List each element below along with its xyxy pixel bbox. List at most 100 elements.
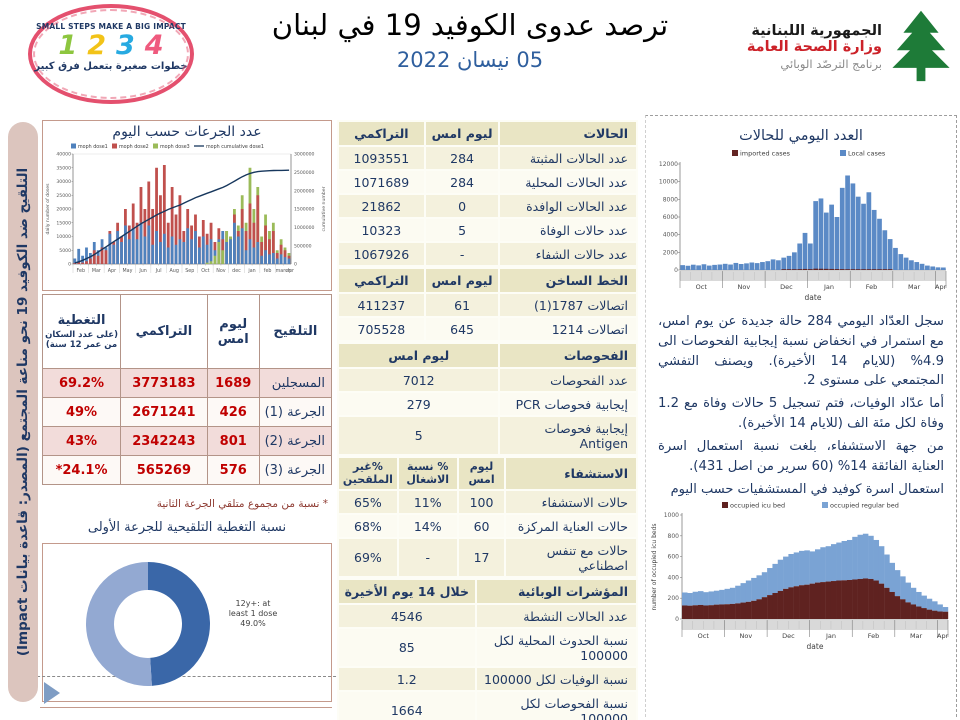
- row-value: 1067926: [337, 241, 426, 267]
- doses-chart-title: عدد الجرعات حسب اليوم: [112, 124, 262, 140]
- stats-table-hotline: الخط الساخن ليوم امس التراكمي اتصالات 1787(…: [337, 267, 638, 342]
- row-value: 68%: [337, 513, 399, 540]
- svg-text:Oct: Oct: [201, 268, 209, 274]
- row-value: 1664: [337, 690, 477, 720]
- row-label: إيجابية فحوصات Antigen: [498, 415, 638, 456]
- vax-header-yesterday: ليوم امس: [206, 294, 260, 369]
- vaccination-table-row: الجرعة (2) 801 2342243 43%: [41, 426, 333, 456]
- section-title: الاستشفاء: [504, 455, 638, 492]
- svg-text:4000: 4000: [663, 232, 678, 239]
- vax-row-value: 3773183: [120, 368, 208, 398]
- summary-paragraph: سجل العدّاد اليومي 284 حالة جديدة عن يوم…: [658, 314, 944, 389]
- row-value: 1071689: [337, 169, 426, 195]
- svg-text:500000: 500000: [294, 243, 312, 249]
- column-header: التراكمي: [337, 267, 426, 294]
- moph-logo: الجمهورية اللبنانية وزارة الصحة العامة ب…: [722, 8, 954, 86]
- row-value: 100: [456, 489, 507, 516]
- row-label: عدد الحالات المثبتة: [498, 145, 638, 171]
- coverage-donut-box: 12y+: at least 1 dose 49.0%: [42, 543, 332, 702]
- svg-text:Nov: Nov: [737, 283, 750, 291]
- svg-text:35000: 35000: [56, 165, 71, 171]
- svg-text:400: 400: [668, 575, 680, 582]
- svg-text:0: 0: [675, 616, 679, 623]
- svg-text:imported cases: imported cases: [740, 150, 791, 158]
- campaign-number-1: 1: [58, 30, 78, 61]
- svg-text:Jan: Jan: [825, 632, 836, 640]
- svg-text:Feb: Feb: [77, 268, 86, 274]
- svg-text:march: march: [276, 268, 291, 274]
- row-value: 1.2: [337, 666, 477, 693]
- daily-summary-text: سجل العدّاد اليومي 284 حالة جديدة عن يوم…: [658, 312, 944, 476]
- column-header: %غير الملقحين: [337, 455, 399, 492]
- vax-header-cumulative: التراكمي: [120, 294, 208, 369]
- svg-text:1000: 1000: [664, 512, 679, 519]
- section-title: الخط الساخن: [498, 267, 638, 294]
- vax-row-value: 1689: [206, 368, 260, 398]
- row-label: اتصالات 1787(1): [498, 292, 638, 318]
- table-row: اتصالات 1214 645 705528: [337, 316, 638, 342]
- section-title: المؤشرات الوبائية: [474, 578, 639, 606]
- svg-text:daily number of doses: daily number of doses: [45, 183, 51, 235]
- vaccination-banner: التلقيح ضد الكوفيد 19 نحو مناعة المجتمع …: [8, 122, 38, 702]
- svg-text:occupied icu bed: occupied icu bed: [730, 502, 785, 510]
- table-row: نسبة الوفيات لكل 100000 1.2: [337, 666, 639, 693]
- doses-chart: moph dose1 moph dose2 moph dose3 moph cumul…: [45, 143, 327, 274]
- vax-row-value: 49%: [41, 397, 122, 427]
- svg-text:occupied regular bed: occupied regular bed: [830, 502, 899, 510]
- svg-text:Oct: Oct: [698, 632, 710, 640]
- svg-text:2000000: 2000000: [294, 188, 315, 194]
- table-row: عدد الحالات الوافدة 0 21862: [337, 193, 638, 219]
- ministry-line2: وزارة الصحة العامة: [746, 39, 882, 55]
- left-column-bottom-border: [40, 707, 332, 708]
- svg-text:0: 0: [68, 262, 71, 268]
- row-value: 1093551: [337, 145, 426, 171]
- svg-text:5000: 5000: [59, 248, 71, 254]
- campaign-slogan-ar: خطوات صغيرة بتعمل فرق كبير: [34, 61, 188, 72]
- svg-text:date: date: [805, 293, 822, 302]
- row-label: عدد الحالات الوافدة: [498, 193, 638, 219]
- svg-text:date: date: [807, 642, 824, 651]
- vaccination-banner-text: التلقيح ضد الكوفيد 19 نحو مناعة المجتمع …: [15, 167, 31, 657]
- svg-text:May: May: [123, 268, 133, 274]
- row-value: 61: [423, 292, 501, 318]
- svg-text:2500000: 2500000: [294, 170, 315, 176]
- svg-text:apr: apr: [286, 268, 294, 274]
- vax-row-value: 24.1%*: [41, 455, 122, 485]
- svg-text:Dec: Dec: [780, 283, 793, 291]
- svg-text:jan: jan: [247, 268, 255, 274]
- svg-text:Mar: Mar: [92, 268, 101, 274]
- cedar-tree-icon: [892, 10, 950, 82]
- svg-text:25000: 25000: [56, 193, 71, 199]
- campaign-number-3: 3: [116, 30, 135, 61]
- ministry-line3: برنامج الترصّد الوبائي: [780, 57, 882, 71]
- svg-text:15000: 15000: [56, 220, 71, 226]
- svg-text:Jan: Jan: [823, 283, 834, 291]
- svg-text:number of occupied icu beds: number of occupied icu beds: [651, 524, 658, 611]
- svg-text:10000: 10000: [659, 179, 678, 186]
- vax-row-value: 801: [206, 426, 260, 456]
- svg-text:Mar: Mar: [908, 283, 921, 291]
- vax-row-label: الجرعة (2): [258, 426, 333, 456]
- campaign-slogan-en: SMALL STEPS MAKE A BIG IMPACT: [36, 22, 186, 31]
- row-value: 5: [423, 217, 501, 243]
- svg-text:dec: dec: [232, 268, 241, 274]
- daily-charts-panel: العدد اليومي للحالات imported cases Local…: [645, 115, 957, 717]
- vaccination-table: التلقيح ليوم امس التراكمي التغطية (على ع…: [41, 294, 333, 485]
- table-row: إيجابية فحوصات Antigen 5: [336, 415, 638, 456]
- row-label: عدد الحالات المحلية: [498, 169, 638, 195]
- stats-table-cases: الحالات ليوم امس التراكمي عدد الحالات المثب…: [337, 120, 638, 267]
- row-label: حالات العناية المركزة: [504, 513, 638, 540]
- table-row: حالات العناية المركزة 60 14% 68%: [337, 513, 638, 540]
- vax-row-label: الجرعة (1): [258, 397, 333, 427]
- row-value: 411237: [337, 292, 426, 318]
- svg-text:moph dose2: moph dose2: [119, 144, 149, 150]
- row-value: 279: [336, 391, 501, 417]
- ministry-line1: الجمهورية اللبنانية: [751, 23, 882, 39]
- summary-paragraph: من جهة الاستشفاء، بلغت نسبة استعمال اسرة…: [658, 438, 944, 474]
- svg-text:30000: 30000: [56, 179, 71, 185]
- table-row: إيجابية فحوصات PCR 279: [336, 391, 638, 417]
- table-row: نسبة الحدوث المحلية لكل 100000 85: [337, 627, 639, 669]
- row-value: -: [396, 537, 459, 579]
- row-value: 5: [336, 415, 501, 456]
- svg-text:Apr: Apr: [935, 283, 947, 291]
